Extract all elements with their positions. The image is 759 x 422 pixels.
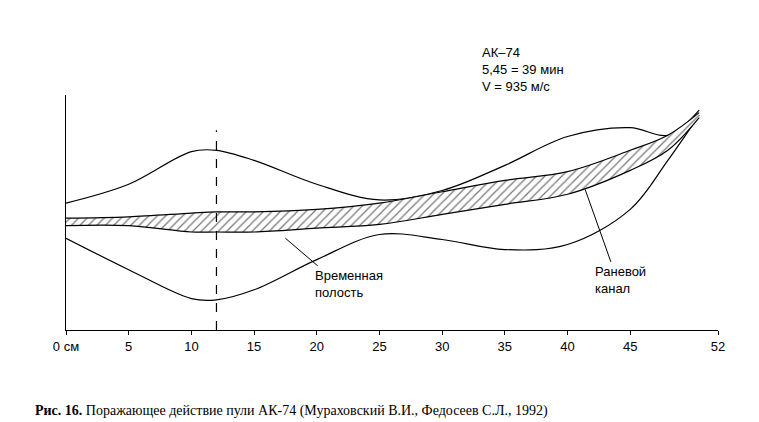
svg-text:30: 30 xyxy=(435,339,449,354)
svg-text:Временнаяполость: Временнаяполость xyxy=(315,268,383,300)
svg-text:35: 35 xyxy=(498,339,512,354)
svg-text:20: 20 xyxy=(310,339,324,354)
svg-text:Рис. 16. Поражающее действие п: Рис. 16. Поражающее действие пули АК-74 … xyxy=(35,403,548,419)
svg-text:52: 52 xyxy=(711,339,725,354)
svg-text:Раневойканал: Раневойканал xyxy=(595,264,646,296)
svg-text:АК–745,45 = 39 минV = 935 м/с: АК–745,45 = 39 минV = 935 м/с xyxy=(482,45,564,94)
svg-text:10: 10 xyxy=(184,339,198,354)
svg-text:5: 5 xyxy=(125,339,132,354)
svg-text:45: 45 xyxy=(623,339,637,354)
svg-text:0 см: 0 см xyxy=(53,339,79,354)
svg-text:25: 25 xyxy=(372,339,386,354)
svg-text:15: 15 xyxy=(247,339,261,354)
svg-text:40: 40 xyxy=(560,339,574,354)
